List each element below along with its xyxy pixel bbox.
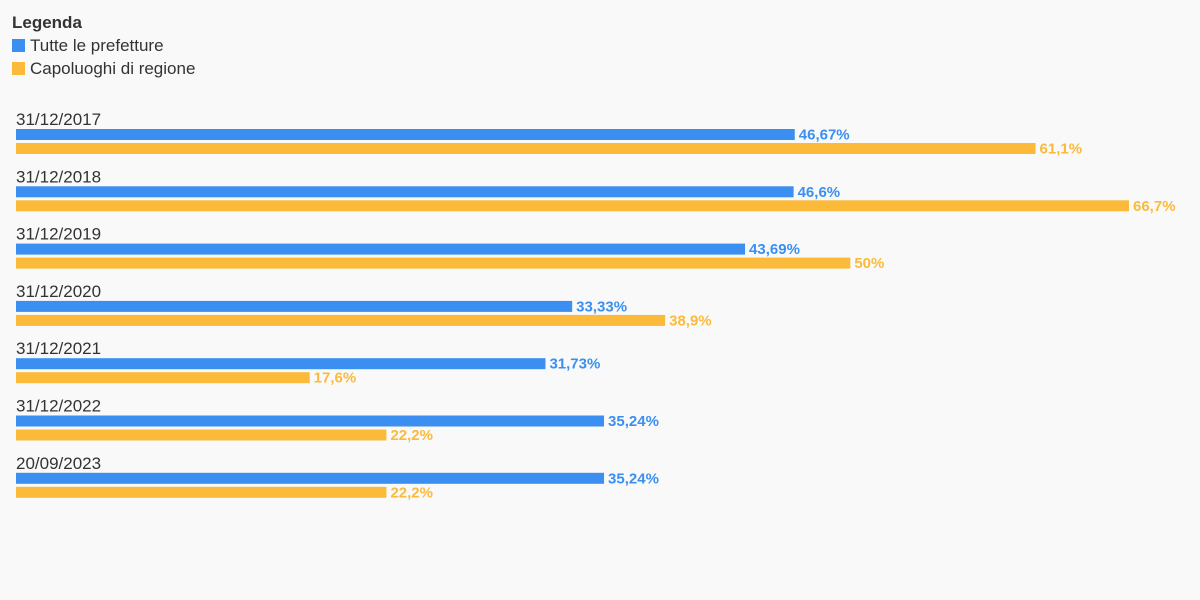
- data-label: 35,24%: [608, 470, 659, 487]
- category-label: 31/12/2017: [16, 110, 101, 129]
- bar[interactable]: [16, 143, 1036, 154]
- bar[interactable]: [16, 200, 1129, 212]
- bar[interactable]: [16, 486, 387, 498]
- bar[interactable]: [16, 257, 851, 269]
- legend: Legenda Tutte le prefetture Capoluoghi d…: [12, 12, 195, 80]
- bar[interactable]: [16, 186, 794, 198]
- data-label: 46,6%: [798, 184, 841, 201]
- category-label: 20/09/2023: [16, 454, 101, 473]
- category-label: 31/12/2021: [16, 339, 101, 358]
- bar[interactable]: [16, 129, 795, 140]
- data-label: 38,9%: [669, 312, 712, 329]
- legend-item-tutte-le-prefetture[interactable]: Tutte le prefetture: [12, 34, 195, 57]
- data-label: 31,73%: [549, 356, 600, 373]
- data-label: 35,24%: [608, 413, 659, 430]
- bar[interactable]: [16, 415, 605, 427]
- data-label: 46,67%: [799, 127, 850, 144]
- category-label: 31/12/2018: [16, 167, 101, 186]
- data-label: 50%: [854, 255, 884, 272]
- data-label: 22,2%: [390, 484, 433, 501]
- category-label: 31/12/2022: [16, 397, 101, 416]
- legend-title: Legenda: [12, 13, 82, 32]
- legend-swatch-orange: [12, 62, 25, 75]
- data-label: 43,69%: [749, 241, 800, 258]
- legend-label: Tutte le prefetture: [30, 35, 164, 55]
- bar[interactable]: [16, 358, 546, 370]
- data-label: 66,7%: [1133, 198, 1176, 215]
- data-label: 22,2%: [390, 427, 433, 444]
- data-label: 17,6%: [314, 370, 357, 387]
- category-label: 31/12/2019: [16, 225, 101, 244]
- legend-item-capoluoghi-di-regione[interactable]: Capoluoghi di regione: [12, 57, 195, 80]
- legend-label: Capoluoghi di regione: [30, 58, 196, 78]
- data-label: 33,33%: [576, 298, 627, 315]
- bar[interactable]: [16, 300, 573, 312]
- bar[interactable]: [16, 243, 746, 255]
- bar[interactable]: [16, 472, 605, 484]
- bar[interactable]: [16, 314, 666, 326]
- legend-swatch-blue: [12, 39, 25, 52]
- category-label: 31/12/2020: [16, 282, 101, 301]
- bar[interactable]: [16, 372, 310, 384]
- data-label: 61,1%: [1040, 141, 1083, 158]
- bar[interactable]: [16, 429, 387, 441]
